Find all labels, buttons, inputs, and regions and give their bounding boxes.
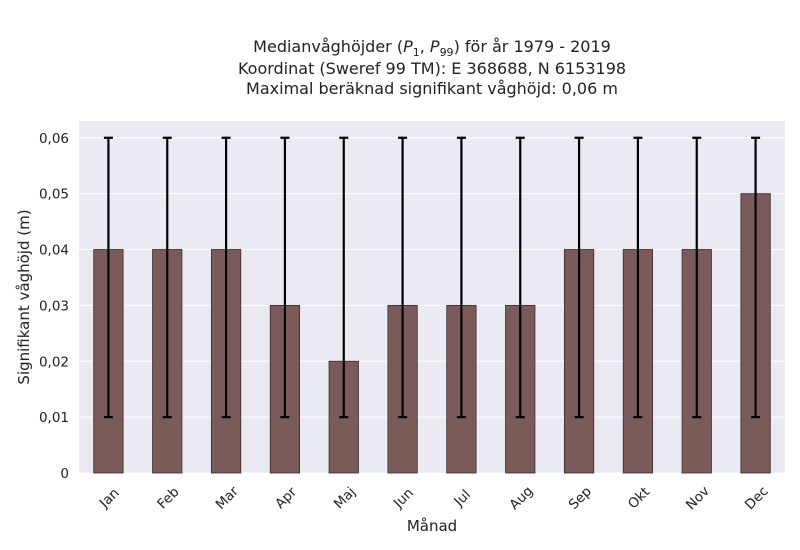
x-tick-label: Jun: [390, 485, 417, 512]
x-axis-label: Månad: [407, 517, 457, 535]
x-tick-label: Sep: [566, 484, 595, 513]
y-tick-label: 0: [60, 466, 69, 482]
chart-title: Medianvåghöjder (P1, P99) för år 1979 - …: [238, 37, 626, 98]
x-tick-label: Nov: [683, 483, 713, 513]
x-tick-label: Mar: [213, 483, 243, 513]
error-bar-maj: [339, 136, 349, 419]
x-tick-label: Jan: [96, 485, 123, 512]
chart-title-line-3: Maximal beräknad signifikant våghöjd: 0,…: [246, 79, 618, 98]
y-tick-label: 0,04: [39, 243, 69, 259]
error-bar-nov: [692, 136, 702, 419]
y-tick-label: 0,05: [39, 187, 69, 203]
error-bar-sep: [574, 136, 584, 419]
x-tick-label: Jul: [450, 487, 474, 511]
y-tick-label: 0,01: [39, 410, 69, 426]
error-bar-aug: [515, 136, 525, 419]
y-axis-label: Signifikant våghöjd (m): [15, 209, 33, 384]
x-tick-labels: Jan Feb Mar Apr Maj Jun Jul Aug Sep Okt Nov Dec: [96, 483, 772, 513]
x-tick-label: Feb: [154, 484, 182, 512]
error-bar-jan: [103, 136, 113, 419]
x-tick-label: Dec: [742, 483, 772, 513]
x-tick-label: Maj: [331, 484, 359, 512]
chart-title-line-2: Koordinat (Sweref 99 TM): E 368688, N 61…: [238, 59, 626, 78]
y-tick-labels: 0 0,01 0,02 0,03 0,04 0,05 0,06: [39, 131, 69, 482]
error-bar-okt: [633, 136, 643, 419]
chart-title-line-1: Medianvåghöjder (P1, P99) för år 1979 - …: [253, 37, 611, 59]
x-tick-label: Apr: [272, 484, 300, 512]
error-bar-apr: [280, 136, 290, 419]
x-tick-label: Aug: [506, 483, 536, 513]
grid: [79, 137, 785, 474]
error-bar-jun: [398, 136, 408, 419]
error-bar-jul: [456, 136, 466, 419]
plot-area: [79, 121, 785, 473]
y-tick-label: 0,03: [39, 298, 69, 314]
x-tick-label: Okt: [625, 484, 653, 512]
y-tick-label: 0,02: [39, 354, 69, 370]
error-bar-mar: [221, 136, 231, 419]
error-bar-dec: [751, 136, 761, 419]
error-bar-feb: [162, 136, 172, 419]
y-tick-label: 0,06: [39, 131, 69, 147]
error-bars: [103, 136, 761, 419]
